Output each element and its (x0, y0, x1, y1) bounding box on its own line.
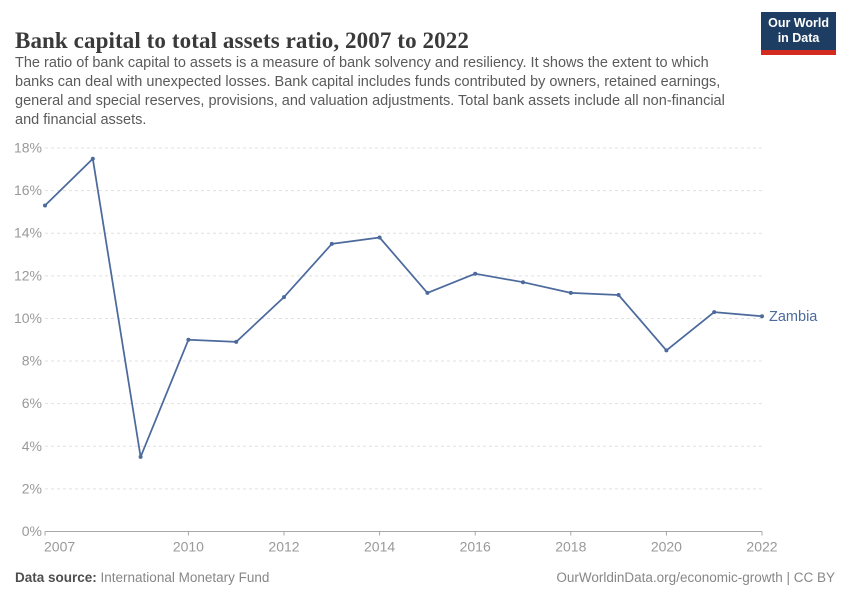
data-line (44, 157, 763, 458)
owid-logo-line2: in Data (777, 31, 820, 45)
data-source-value: International Monetary Fund (96, 570, 270, 585)
data-source: Data source: International Monetary Fund (15, 570, 269, 585)
x-axis-label: 2020 (651, 539, 682, 555)
subtitle-line: general and special reserves, provisions… (15, 93, 725, 109)
data-point (425, 290, 430, 295)
y-axis-label: 0% (22, 523, 42, 539)
x-axis-label: 2018 (555, 539, 586, 555)
x-axis-label: 2010 (173, 539, 204, 555)
data-point (90, 156, 95, 161)
y-axis-label: 12% (14, 267, 42, 283)
attribution-link[interactable]: OurWorldinData.org/economic-growth | CC … (556, 570, 835, 585)
x-axis-label: 2012 (268, 539, 299, 555)
data-point (473, 271, 478, 276)
data-point (712, 310, 717, 315)
x-axis-label: 2014 (364, 539, 395, 555)
x-axis-label: 2022 (746, 539, 777, 555)
line-chart-canvas: 0% 2% 4% 6% 8% 10% 12% 14% 16% 18% 2007 2010 2012 201… (14, 140, 818, 555)
y-axis-label: 16% (14, 182, 42, 198)
owid-logo[interactable]: Our World in Data (761, 12, 836, 55)
y-axis-label: 4% (22, 438, 42, 454)
data-point (664, 348, 669, 353)
subtitle-line: and financial assets. (15, 112, 147, 128)
subtitle-line: The ratio of bank capital to assets is a… (15, 55, 709, 71)
data-point (568, 290, 573, 295)
y-axis-label: 10% (14, 310, 42, 326)
data-point (760, 314, 764, 319)
owid-logo-line1: Our World (768, 16, 829, 30)
chart-subtitle: The ratio of bank capital to assets is a… (15, 54, 725, 130)
y-axis-label: 14% (14, 225, 42, 241)
data-point (521, 280, 525, 285)
subtitle-line: banks can deal with unexpected losses. B… (15, 74, 721, 90)
data-point (282, 295, 286, 300)
y-axis-label: 18% (14, 140, 42, 156)
data-point (616, 293, 621, 297)
y-axis-label: 6% (22, 395, 42, 411)
data-point (186, 337, 191, 342)
x-axis-label: 2016 (460, 539, 491, 555)
chart-footer: Data source: International Monetary Fund… (15, 570, 835, 585)
y-axis-label: 2% (22, 480, 42, 496)
y-axis-label: 8% (22, 353, 42, 369)
data-point (234, 339, 239, 344)
data-point (377, 235, 382, 240)
data-point (43, 203, 47, 208)
data-point (329, 241, 334, 246)
series-label: Zambia (769, 309, 818, 325)
data-point (138, 454, 143, 459)
page-title: Bank capital to total assets ratio, 2007… (15, 28, 469, 54)
data-source-label: Data source: (15, 570, 97, 585)
x-axis-label: 2007 (44, 539, 75, 555)
